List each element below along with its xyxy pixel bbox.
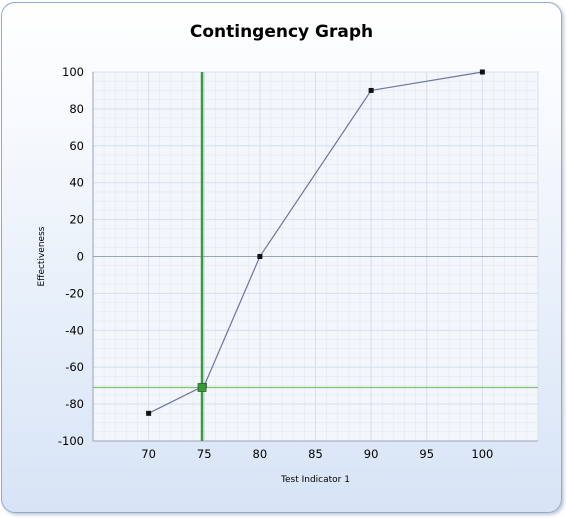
y-tick-label: 0: [77, 250, 84, 264]
y-tick-label: 100: [62, 65, 84, 79]
x-axis-label: Test Indicator 1: [280, 475, 350, 485]
x-tick-label: 70: [141, 447, 156, 461]
crosshair-marker: [197, 383, 207, 392]
chart-title: Contingency Graph: [189, 22, 374, 42]
y-tick-label: 80: [69, 102, 84, 116]
x-tick-label: 75: [197, 447, 212, 461]
reference-lines: [93, 72, 538, 441]
y-tick-label: 60: [69, 139, 84, 153]
x-tick-label: 80: [253, 447, 268, 461]
y-axis-label: Effectiveness: [37, 226, 47, 286]
y-tick-label: -60: [65, 360, 84, 374]
x-tick-label: 90: [364, 447, 379, 461]
data-point: [146, 410, 152, 416]
y-tick-label: 40: [69, 176, 84, 190]
x-tick-label: 85: [308, 447, 323, 461]
data-point: [479, 69, 485, 75]
y-tick-labels: 100 80 60 40 20 0 -20 -40 -60 -80 -100: [58, 65, 84, 448]
y-tick-label: -80: [65, 397, 84, 411]
data-point: [368, 87, 374, 93]
x-tick-label: 100: [471, 447, 493, 461]
x-tick-label: 95: [419, 447, 434, 461]
data-point: [257, 254, 263, 259]
y-tick-label: -100: [58, 434, 84, 448]
x-tick-labels: 70 75 80 85 90 95 100: [141, 447, 493, 461]
y-tick-label: 20: [69, 213, 84, 227]
series-group: [146, 69, 485, 416]
y-tick-label: -40: [65, 323, 84, 337]
y-tick-label: -20: [65, 286, 84, 300]
grid-lines: [92, 71, 539, 442]
